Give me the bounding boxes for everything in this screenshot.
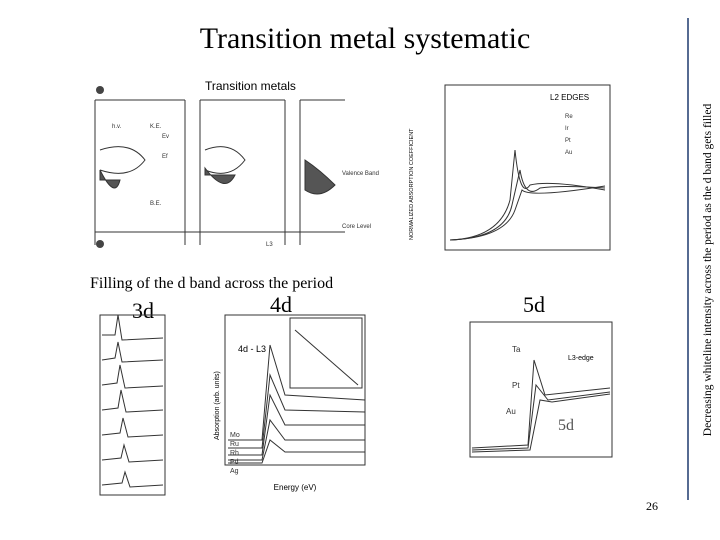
axis-label: Absorption (arb. units) [214, 371, 221, 440]
tag: 5d [558, 417, 574, 434]
label-5d: 5d [523, 292, 545, 317]
element: Mo [230, 432, 240, 439]
label: L3 [266, 242, 273, 248]
legend: Re [565, 114, 573, 120]
label: Valence Band [342, 171, 379, 177]
label: Core Level [342, 224, 371, 230]
spectra-5d-figure: L3-edge Ta Pt Au 5d [469, 321, 613, 458]
l2-edges-figure: L2 EDGES Re Ir Pt Au NORMALIZED ABSORPTI… [409, 84, 611, 251]
element: Pt [512, 381, 520, 390]
figure-title: L2 EDGES [550, 93, 589, 102]
legend: Ir [565, 126, 569, 132]
side-text: Decreasing whiteline intensity across th… [702, 104, 714, 437]
element: Ag [230, 468, 239, 475]
element: Pd [230, 459, 239, 466]
label: B.E. [150, 201, 162, 207]
caption: Filling of the d band across the period [90, 275, 333, 292]
legend: Pt [565, 138, 571, 144]
element: Ru [230, 441, 239, 448]
figure-title: Transition metals [205, 79, 296, 93]
figure-title: L3-edge [568, 355, 594, 362]
label-4d: 4d [270, 292, 292, 317]
spectra-4d-figure: 4d - L3 Mo Ru Rh Pd Ag Energy (eV) Absor… [214, 314, 366, 492]
label-3d: 3d [132, 298, 154, 323]
element: Au [506, 407, 516, 416]
axis-label: NORMALIZED ABSORPTION COEFFICIENT [409, 128, 415, 240]
label: Ev [162, 134, 169, 140]
band-scheme-figure: Transition metals h.v. K.E. Ev Ef B.E. V… [94, 79, 379, 248]
element: Rh [230, 450, 239, 457]
page-number: 26 [646, 499, 658, 513]
legend: Au [565, 150, 572, 156]
spectra-3d-figure [99, 314, 166, 496]
title: Transition metal systematic [200, 22, 531, 55]
element: Ta [512, 345, 521, 354]
axis-label: Energy (eV) [274, 483, 317, 492]
label: K.E. [150, 124, 162, 130]
figure-title: 4d - L3 [238, 344, 266, 354]
label: h.v. [112, 124, 122, 130]
label: Ef [162, 154, 168, 160]
